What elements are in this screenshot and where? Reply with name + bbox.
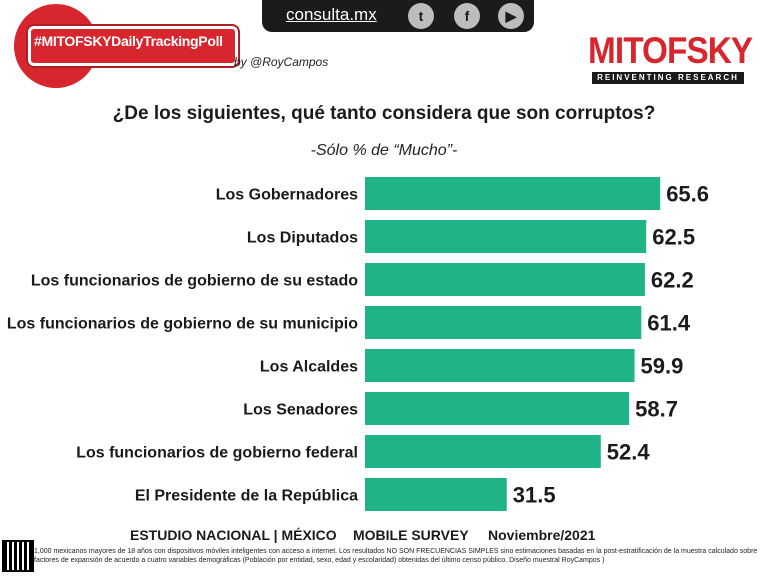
logo-tagline: REINVENTING RESEARCH [592,72,744,84]
value-label: 61.4 [647,311,691,336]
youtube-icon[interactable]: ▶ [498,3,524,29]
value-label: 52.4 [607,440,651,465]
category-label: Los Gobernadores [216,187,358,204]
footer-study: ESTUDIO NACIONAL | MÉXICO [130,527,337,543]
twitter-icon[interactable]: t [408,3,434,29]
mitofsky-logo: MITOFSKY REINVENTING RESEARCH [588,30,753,86]
value-label: 31.5 [513,483,556,508]
qr-code [2,540,34,572]
bar [365,435,601,468]
footer-method: MOBILE SURVEY [353,527,469,543]
bar [365,349,635,382]
hashtag-text: #MITOFSKYDailyTrackingPoll [34,33,223,49]
bar [365,263,645,296]
social-bar: consulta.mx t f ▶ [262,0,534,32]
footer-date: Noviembre/2021 [488,527,596,543]
category-label: Los Alcaldes [260,359,358,376]
badge-bar [28,26,238,66]
methodology-note: 1,000 mexicanos mayores de 18 años con d… [34,548,758,564]
byline: by @RoyCampos [234,55,329,69]
category-label: Los Senadores [243,402,358,419]
value-label: 59.9 [641,354,684,379]
site-link[interactable]: consulta.mx [286,5,377,24]
value-label: 65.6 [666,182,709,207]
chart-subtitle: -Sólo % de “Mucho”- [310,142,458,159]
logo-name: MITOFSKY [588,30,753,71]
bar [365,177,661,210]
category-label: Los Diputados [247,230,358,247]
category-label: Los funcionarios de gobierno de su munic… [7,316,358,333]
bar [365,392,630,425]
value-label: 58.7 [635,397,678,422]
category-label: Los funcionarios de gobierno de su estad… [31,273,358,290]
value-label: 62.2 [651,268,694,293]
hashtag-badge: #MITOFSKYDailyTrackingPoll [14,4,238,88]
chart-title: ¿De los siguientes, qué tanto considera … [112,103,656,124]
category-label: Los funcionarios de gobierno federal [76,445,358,462]
facebook-icon[interactable]: f [454,3,480,29]
bar [365,478,507,511]
bar [365,306,642,339]
bar [365,220,647,253]
category-label: El Presidente de la República [135,488,358,505]
value-label: 62.5 [652,225,695,250]
